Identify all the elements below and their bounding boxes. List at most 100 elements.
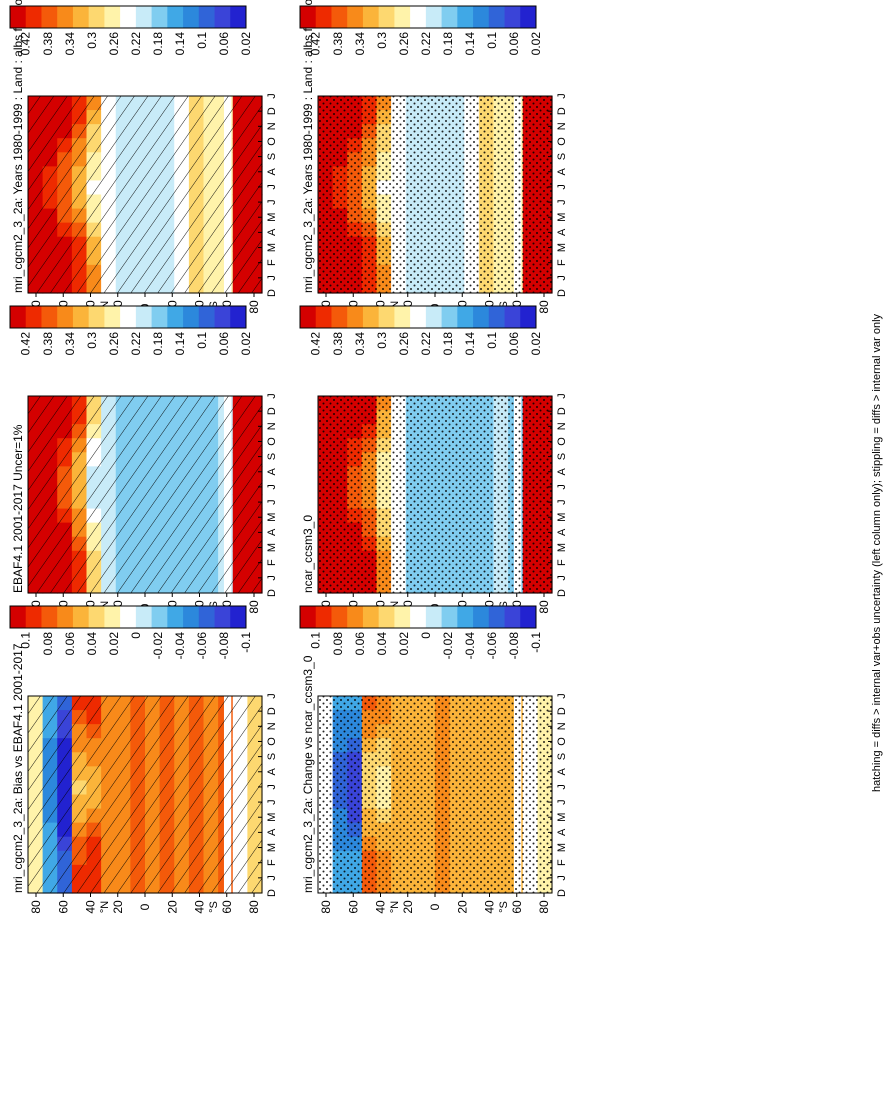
hatching-overlay <box>28 396 262 593</box>
month-tick-label: J <box>556 93 568 99</box>
colorbar-tick-label: 0.14 <box>463 332 477 356</box>
panel-title: EBAF4.1 2001-2017 Uncer=1% <box>11 424 25 593</box>
panel-middle-left: 80604020020406080°N°SDJFMAMJJASONDJEBAF4… <box>9 305 278 614</box>
colorbar-swatch <box>214 306 231 328</box>
panel-top-left: 80604020020406080°N°SDJFMAMJJASONDJmri_c… <box>9 0 278 314</box>
colorbar-tick-label: 0.06 <box>63 632 77 656</box>
colorbar-tick-label: 0.34 <box>63 32 77 56</box>
colorbar-swatch <box>504 6 521 28</box>
month-tick-label: N <box>266 422 278 430</box>
colorbar-swatch <box>214 6 231 28</box>
month-tick-label: A <box>556 467 568 475</box>
colorbar-swatch <box>362 606 380 628</box>
month-tick-label: F <box>556 259 568 266</box>
month-tick-label: J <box>556 875 568 881</box>
lat-tick-label: 80 <box>29 900 43 914</box>
colorbar-swatch <box>135 6 152 28</box>
lat-tick-label: 0 <box>428 903 442 910</box>
stippling-overlay <box>318 696 552 893</box>
lat-tick-label: 20 <box>111 900 125 914</box>
colorbar-swatch <box>230 6 247 28</box>
panel-title: ncar_ccsm3_0 <box>301 515 315 593</box>
colorbar-swatch <box>120 6 137 28</box>
month-tick-label: J <box>266 875 278 881</box>
lat-tick-label: 40 <box>483 900 497 914</box>
colorbar-swatch <box>457 6 474 28</box>
stippling-overlay <box>318 396 552 593</box>
colorbar-swatch <box>167 306 184 328</box>
colorbar-frame <box>299 305 537 329</box>
month-tick-label: N <box>266 722 278 730</box>
colorbar-frame <box>9 605 247 629</box>
colorbar-swatch <box>394 6 411 28</box>
month-tick-label: D <box>266 407 278 415</box>
lat-tick-label: 20 <box>401 900 415 914</box>
colorbar-tick-label: 0.3 <box>85 32 99 49</box>
month-tick-label: O <box>556 137 568 146</box>
month-tick-label: J <box>266 93 278 99</box>
month-tick-label: N <box>556 122 568 130</box>
colorbar-swatch <box>135 306 152 328</box>
panel-bottom-left: 80 60 40 20 0 20 40 60 80°N °SDJFMAMJJASONDJmri_c… <box>9 605 278 914</box>
month-tick-label: O <box>556 737 568 746</box>
month-tick-label: O <box>266 437 278 446</box>
colorbar-tick-label: -0.04 <box>463 632 477 660</box>
colorbar-tick-label: -0.1 <box>529 632 543 653</box>
colorbar-tick-label: 0.14 <box>463 32 477 56</box>
colorbar-swatch <box>441 6 458 28</box>
colorbar-swatch <box>473 6 490 28</box>
month-tick-label: J <box>556 199 568 205</box>
colorbar-swatch <box>362 6 380 28</box>
colorbar-swatch <box>25 606 42 628</box>
colorbar-swatch <box>198 306 215 328</box>
colorbar-swatch <box>441 306 458 328</box>
month-tick-label: S <box>556 153 568 160</box>
lat-tick-label: 60 <box>220 900 234 914</box>
month-tick-label: J <box>556 393 568 399</box>
month-tick-label: D <box>266 707 278 715</box>
colorbar-swatch <box>347 306 364 328</box>
panel-title: mri_cgcm2_3_2a: Change vs ncar_ccsm3_0 <box>301 655 315 893</box>
month-tick-label: S <box>266 453 278 460</box>
lat-tick-label: 40 <box>84 900 98 914</box>
colorbar-swatch <box>473 306 490 328</box>
month-tick-label: A <box>266 467 278 475</box>
hemisphere-label: °N <box>99 901 111 913</box>
month-tick-label: A <box>556 167 568 175</box>
colorbar-tick-label: -0.04 <box>173 632 187 660</box>
lat-tick-label: 0 <box>138 903 152 910</box>
colorbar-swatch <box>88 6 105 28</box>
colorbar-tick-label: 0.34 <box>353 32 367 56</box>
colorbar-tick-label: 0.1 <box>485 32 499 49</box>
colorbar-tick-label: 0.08 <box>331 632 345 656</box>
hemisphere-label: °N <box>389 901 401 913</box>
colorbar-tick-label: 0.42 <box>309 332 323 356</box>
colorbar-tick-label: 0.34 <box>63 332 77 356</box>
colorbar-swatch <box>120 306 137 328</box>
month-tick-label: F <box>266 259 278 266</box>
month-tick-label: M <box>556 843 568 852</box>
month-tick-label: M <box>556 813 568 822</box>
month-tick-label: M <box>556 213 568 222</box>
month-tick-label: D <box>266 589 278 597</box>
stippling-overlay <box>318 96 552 293</box>
month-tick-label: J <box>266 799 278 805</box>
colorbar-swatch <box>488 6 505 28</box>
colorbar-tick-label: 0.1 <box>19 632 33 649</box>
colorbar-swatch <box>10 606 27 628</box>
colorbar-swatch <box>331 606 348 628</box>
colorbar-swatch <box>488 606 505 628</box>
colorbar-tick-label: 0.18 <box>441 332 455 356</box>
colorbar-tick-label: 0.02 <box>107 632 121 656</box>
colorbar-tick-label: 0.38 <box>41 332 55 356</box>
colorbar-tick-label: 0.3 <box>85 332 99 349</box>
colorbar-tick-label: 0 <box>129 632 143 639</box>
lat-tick-label: 20 <box>455 900 469 914</box>
colorbar-swatch <box>331 6 348 28</box>
month-tick-label: M <box>556 243 568 252</box>
colorbar-tick-label: -0.06 <box>485 632 499 660</box>
month-tick-label: J <box>556 799 568 805</box>
month-tick-label: D <box>266 289 278 297</box>
colorbar-swatch <box>198 6 215 28</box>
